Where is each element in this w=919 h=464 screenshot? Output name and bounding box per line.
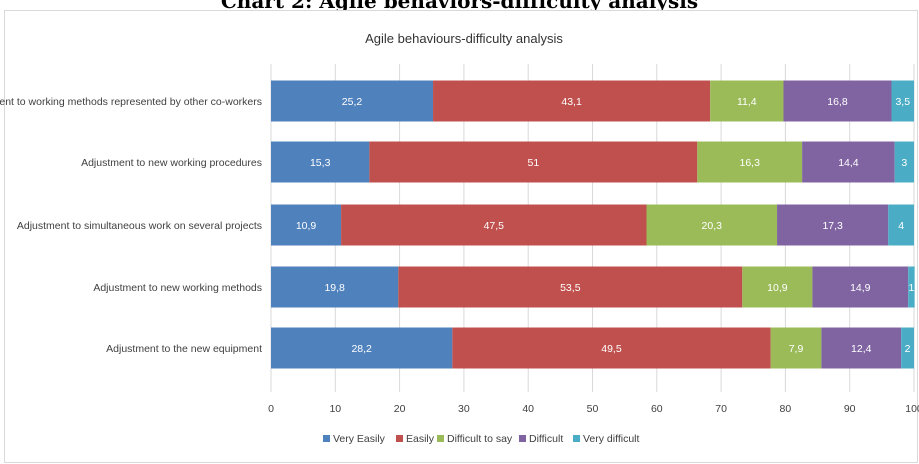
data-label: 16,8 (827, 96, 848, 108)
x-tick-label: 0 (268, 403, 274, 415)
legend-swatch (573, 435, 580, 442)
data-label: 20,3 (702, 220, 723, 232)
data-label: 19,8 (324, 282, 345, 294)
bar-segment (271, 141, 370, 183)
bar-segment (783, 80, 892, 122)
category-labels: Adjustment to working methods represente… (0, 96, 262, 355)
category-label: Adjustment to the new equipment (106, 343, 262, 355)
data-label: 28,2 (351, 343, 372, 355)
bar-segment (894, 141, 914, 183)
data-label: 53,5 (560, 282, 581, 294)
x-tick-label: 20 (394, 403, 406, 415)
x-tick-label: 30 (458, 403, 470, 415)
bar-segment (908, 266, 915, 308)
category-label: Adjustment to new working methods (93, 282, 262, 294)
x-tick-label: 90 (844, 403, 856, 415)
x-tick-label: 40 (522, 403, 534, 415)
data-label: 47,5 (484, 220, 505, 232)
data-label: 2 (905, 343, 911, 355)
bar-segment (341, 204, 647, 246)
bars: 25,2 43,1 11,4 16,8 3,515,3 51 16,3 14,4 310,9 47… (271, 80, 915, 369)
data-label: 14,9 (850, 282, 871, 294)
bar-segment (271, 80, 434, 122)
bar-segment (271, 266, 399, 308)
legend-swatch (396, 435, 403, 442)
data-label: 51 (528, 157, 540, 169)
legend-swatch (519, 435, 526, 442)
bar-segment (646, 204, 778, 246)
page-caption: Chart 2: Agile behaviors-difficulty anal… (220, 0, 699, 13)
data-label: 7,9 (789, 343, 804, 355)
bar-segment (697, 141, 803, 183)
bar-segment (812, 266, 909, 308)
bar-segment (770, 327, 822, 369)
bar-segment (398, 266, 743, 308)
x-axis-ticks: 0 10 20 30 40 50 60 70 80 90 100 (268, 403, 919, 415)
x-tick-label: 50 (587, 403, 599, 415)
data-label: 16,3 (739, 157, 760, 169)
data-label: 43,1 (561, 96, 582, 108)
bar-segment (888, 204, 914, 246)
chart-title: Agile behaviours-difficulty analysis (365, 31, 563, 46)
data-label: 3,5 (895, 96, 910, 108)
data-label: 25,2 (342, 96, 363, 108)
data-label: 49,5 (601, 343, 622, 355)
bar-segment (777, 204, 889, 246)
legend-label: Difficult (529, 433, 563, 445)
legend: Very Easily Easily Difficult to say Difficu… (323, 433, 639, 445)
legend-swatch (323, 435, 330, 442)
x-tick-label: 80 (780, 403, 792, 415)
data-label: 10,9 (296, 220, 317, 232)
bar-segment (901, 327, 914, 369)
legend-label: Difficult to say (447, 433, 513, 445)
data-label: 11,4 (737, 96, 757, 108)
bar-segment (452, 327, 771, 369)
data-label: 10,9 (767, 282, 788, 294)
category-label: Adjustment to simultaneous work on sever… (17, 220, 262, 232)
bar-segment (802, 141, 895, 183)
category-label: Adjustment to working methods represente… (0, 96, 262, 108)
data-label: 14,4 (838, 157, 859, 169)
data-label: 12,4 (851, 343, 872, 355)
bar-segment (742, 266, 813, 308)
legend-label: Easily (406, 433, 435, 445)
bar-segment (369, 141, 698, 183)
data-label: 17,3 (822, 220, 843, 232)
bar-segment (710, 80, 784, 122)
x-tick-label: 60 (651, 403, 663, 415)
bar-segment (891, 80, 914, 122)
x-tick-label: 100 (905, 403, 919, 415)
data-label: 3 (901, 157, 907, 169)
bar-segment (271, 327, 453, 369)
bar-segment (821, 327, 902, 369)
bar-segment (271, 204, 342, 246)
data-label: 4 (898, 220, 904, 232)
x-tick-label: 10 (329, 403, 341, 415)
category-label: Adjustment to new working procedures (81, 157, 262, 169)
data-label: 15,3 (310, 157, 331, 169)
data-label: 1 (909, 282, 915, 294)
x-tick-label: 70 (715, 403, 727, 415)
bar-segment (433, 80, 711, 122)
legend-swatch (437, 435, 444, 442)
legend-label: Very difficult (583, 433, 639, 445)
legend-label: Very Easily (333, 433, 386, 445)
